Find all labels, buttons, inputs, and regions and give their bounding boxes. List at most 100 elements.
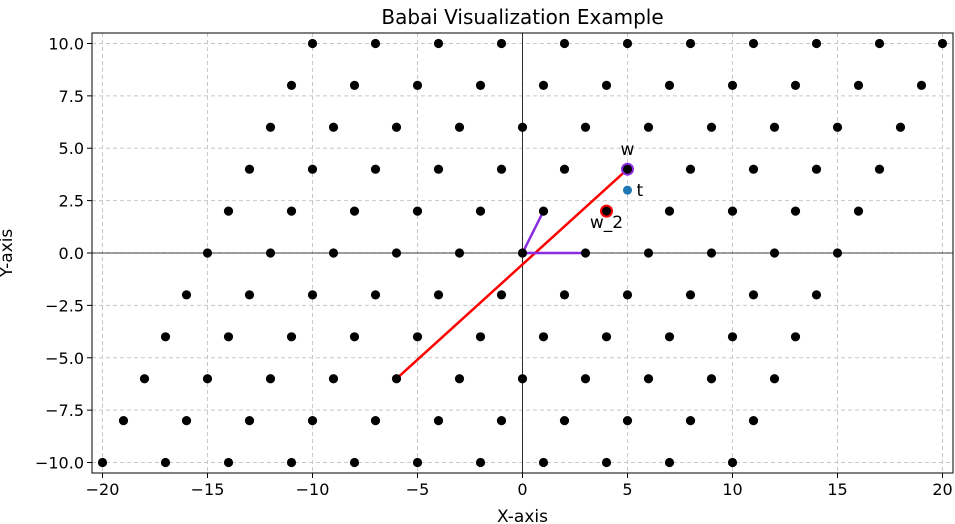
lattice-point [811, 164, 822, 174]
lattice-point [139, 374, 150, 384]
lattice-point [496, 164, 507, 174]
lattice-point [748, 38, 759, 49]
x-axis-label: X-axis [497, 507, 548, 524]
y-tick-label: −2.5 [45, 296, 84, 315]
lattice-point [202, 374, 213, 384]
lattice-point [118, 416, 129, 426]
lattice-point [727, 457, 738, 468]
y-tick-label: 7.5 [59, 87, 84, 106]
y-tick-label: 10.0 [48, 34, 84, 53]
lattice-point [643, 122, 654, 132]
lattice-point [685, 164, 696, 174]
lattice-point [160, 332, 171, 342]
x-tick-label: 20 [932, 480, 952, 499]
lattice-point [307, 38, 318, 49]
x-tick-label: −15 [191, 480, 225, 499]
lattice-point [685, 290, 696, 300]
lattice-point [853, 80, 864, 90]
lattice-point [538, 332, 549, 342]
lattice-point [937, 38, 948, 49]
lattice-point [412, 332, 423, 342]
lattice-points [97, 38, 948, 468]
lattice-point [601, 332, 612, 342]
lattice-point [433, 164, 444, 174]
lattice-point [517, 248, 528, 258]
lattice-point [265, 122, 276, 132]
w-label: w [621, 140, 635, 160]
lattice-point [790, 206, 801, 216]
lattice-point [433, 416, 444, 426]
lattice-point [853, 206, 864, 216]
lattice-point [349, 457, 360, 468]
lattice-point [265, 248, 276, 258]
lattice-point [223, 457, 234, 468]
lattice-point [496, 38, 507, 49]
lattice-point [769, 122, 780, 132]
lattice-point [496, 416, 507, 426]
lattice-point [832, 248, 843, 258]
lattice-point [664, 206, 675, 216]
x-tick-label: 5 [622, 480, 632, 499]
y-axis-label: Y-axis [0, 229, 17, 279]
lattice-point [391, 248, 402, 258]
red-line [395, 168, 629, 380]
lattice-point [181, 290, 192, 300]
lattice-point [370, 164, 381, 174]
lattice-point [559, 164, 570, 174]
lattice-point [706, 122, 717, 132]
basis-vector [521, 210, 545, 254]
lattice-point [769, 248, 780, 258]
lattice-point [454, 122, 465, 132]
lattice-point [517, 374, 528, 384]
lattice-point [748, 290, 759, 300]
lattice-point [181, 416, 192, 426]
y-tick-label: 0.0 [59, 244, 84, 263]
lattice-point [748, 164, 759, 174]
lattice-point [454, 374, 465, 384]
lattice-point [664, 332, 675, 342]
x-tick-label: 15 [827, 480, 847, 499]
lattice-point [475, 80, 486, 90]
lattice-point [622, 416, 633, 426]
lattice-point [370, 416, 381, 426]
lattice-point [727, 80, 738, 90]
lattice-point [643, 248, 654, 258]
x-tick-label: 10 [722, 480, 742, 499]
lattice-point [454, 248, 465, 258]
lattice-point [559, 416, 570, 426]
lattice-point [160, 457, 171, 468]
lattice-point [391, 122, 402, 132]
lattice-point [748, 416, 759, 426]
lattice-point [328, 248, 339, 258]
lattice-point [244, 290, 255, 300]
lattice-point [874, 38, 885, 49]
lattice-point [790, 332, 801, 342]
lattice-point [706, 248, 717, 258]
x-tick-label: −10 [296, 480, 330, 499]
y-tick-label: −5.0 [45, 349, 84, 368]
lattice-point [307, 416, 318, 426]
lattice-point [538, 206, 549, 216]
lattice-point [223, 332, 234, 342]
y-tick-label: −10.0 [35, 454, 84, 473]
lattice-point [685, 38, 696, 49]
t-point [623, 185, 632, 195]
lattice-point [433, 38, 444, 49]
lattice-point [97, 457, 108, 468]
x-ticks: −20 −15 −10 −5 0 5 10 15 20 [86, 473, 953, 499]
lattice-point [622, 38, 633, 49]
lattice-point [769, 374, 780, 384]
lattice-point [202, 248, 213, 258]
lattice-point [811, 38, 822, 49]
lattice-point [664, 80, 675, 90]
lattice-point [580, 248, 591, 258]
lattice-point [538, 80, 549, 90]
lattice-point [916, 80, 927, 90]
lattice-point [286, 332, 297, 342]
lattice-point [538, 457, 549, 468]
lattice-point [391, 374, 402, 384]
w-point [621, 162, 634, 176]
lattice-point [223, 206, 234, 216]
lattice-point [601, 80, 612, 90]
